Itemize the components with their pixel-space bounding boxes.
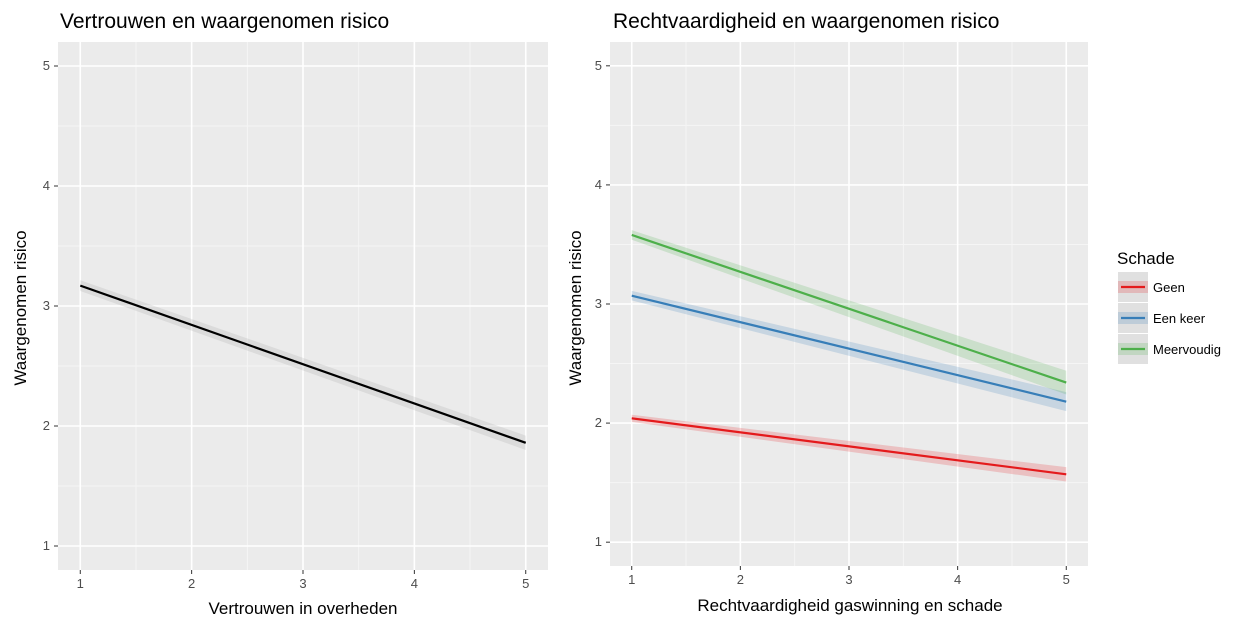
right-y-tick-label: 2	[595, 415, 602, 430]
right-line-geen	[631, 417, 1067, 476]
left-y-tick-label: 4	[43, 178, 50, 193]
left-x-tick-label: 3	[299, 576, 306, 591]
legend-item-meervoudig: Meervoudig	[1118, 334, 1221, 364]
legend: Schade Geen Een keer Meervoudig	[1117, 249, 1221, 364]
right-ribbon-een-keer	[631, 290, 1067, 412]
left-x-tick-label: 5	[522, 576, 529, 591]
legend-label: Geen	[1153, 280, 1185, 295]
right-y-tick-label: 5	[595, 58, 602, 73]
left-x-tick-label: 4	[411, 576, 418, 591]
left-y-axis-label: Waargenomen risico	[11, 230, 30, 385]
left-x-tick-label: 1	[77, 576, 84, 591]
right-x-axis-label: Rechtvaardigheid gaswinning en schade	[697, 596, 1002, 615]
left-x-axis-label: Vertrouwen in overheden	[208, 599, 397, 618]
left-y-tick-label: 1	[43, 538, 50, 553]
legend-item-een-keer: Een keer	[1118, 303, 1206, 333]
right-y-tick-label: 3	[595, 296, 602, 311]
left-y-tick-label: 5	[43, 58, 50, 73]
left-panel: 1 2 3 4 5 1 2 3 4 5	[43, 42, 548, 591]
legend-label: Een keer	[1153, 311, 1206, 326]
right-line-meervoudig	[631, 233, 1067, 384]
legend-title: Schade	[1117, 249, 1175, 268]
right-x-tick-label: 2	[737, 572, 744, 587]
right-panel: 1 2 3 4 5 1 2 3 4 5	[595, 42, 1088, 587]
left-line-main	[79, 284, 527, 444]
left-y-tick-label: 2	[43, 418, 50, 433]
right-y-tick-label: 4	[595, 177, 602, 192]
right-x-tick-label: 5	[1063, 572, 1070, 587]
left-chart-title: Vertrouwen en waargenomen risico	[60, 10, 389, 33]
right-y-tick-label: 1	[595, 534, 602, 549]
right-y-axis-label: Waargenomen risico	[566, 230, 585, 385]
legend-item-geen: Geen	[1118, 272, 1185, 302]
right-x-tick-label: 3	[845, 572, 852, 587]
right-x-tick-label: 4	[954, 572, 961, 587]
right-chart-title: Rechtvaardigheid en waargenomen risico	[613, 10, 999, 33]
left-y-tick-label: 3	[43, 298, 50, 313]
right-line-een-keer	[631, 294, 1067, 403]
left-x-tick-label: 2	[188, 576, 195, 591]
legend-label: Meervoudig	[1153, 342, 1221, 357]
right-x-tick-label: 1	[628, 572, 635, 587]
